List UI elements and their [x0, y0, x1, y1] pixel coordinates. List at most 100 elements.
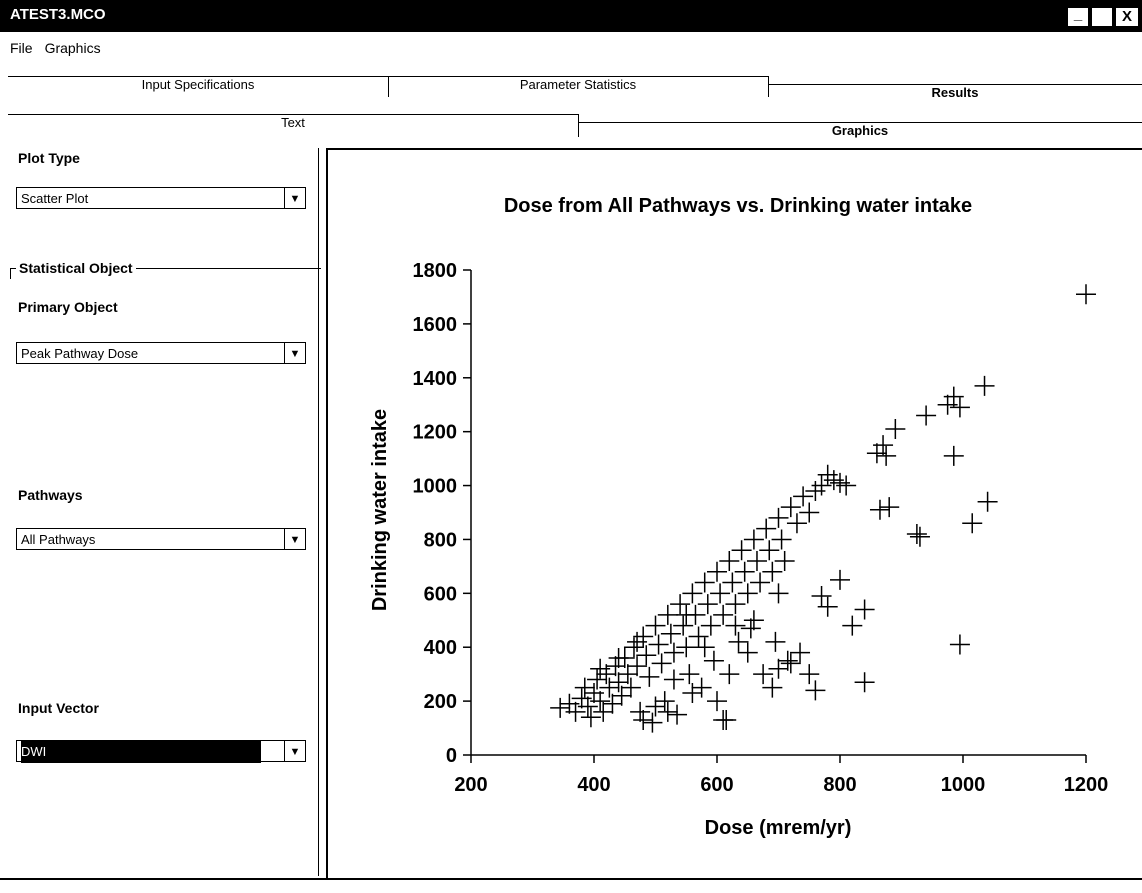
scatter-point	[663, 642, 684, 663]
scatter-point	[602, 693, 623, 714]
scatter-point	[817, 464, 838, 485]
scatter-point	[663, 669, 684, 690]
dropdown-value: DWI	[21, 741, 261, 763]
scatter-point	[786, 513, 807, 534]
y-tick-label: 400	[424, 637, 457, 659]
dropdown[interactable]: Scatter Plot ▼	[16, 187, 306, 209]
maximize-button[interactable]	[1092, 8, 1112, 26]
scatter-point	[768, 583, 789, 604]
scatter-point	[866, 443, 887, 464]
dropdown-value: Peak Pathway Dose	[21, 346, 139, 361]
scatter-point	[762, 561, 783, 582]
scatter-point	[605, 656, 626, 677]
scatter-point	[740, 618, 761, 639]
scatter-point	[977, 491, 998, 512]
scatter-point	[691, 677, 712, 698]
y-tick-label: 800	[424, 529, 457, 551]
scatter-point	[710, 583, 731, 604]
scatter-point	[633, 709, 654, 730]
title-bar: ATEST3.MCO _ X	[0, 0, 1142, 32]
scatter-point	[584, 683, 604, 704]
label: Primary Object	[18, 299, 118, 315]
scatter-point	[676, 637, 697, 658]
scatter-point	[949, 634, 970, 655]
scatter-point	[590, 691, 611, 712]
scatter-point	[830, 472, 850, 493]
scatter-point	[873, 435, 894, 456]
dropdown[interactable]: Peak Pathway Dose ▼	[16, 342, 306, 364]
scatter-point	[630, 701, 651, 722]
scatter-point	[620, 677, 641, 698]
scatter-point	[768, 507, 789, 528]
window-title: ATEST3.MCO	[10, 6, 106, 23]
dropdown-value: Scatter Plot	[21, 191, 89, 206]
scatter-point	[943, 386, 964, 407]
scatter-point	[719, 551, 740, 571]
x-tick-label: 400	[577, 774, 610, 796]
scatter-point	[593, 701, 614, 722]
scatter-point	[608, 648, 629, 668]
scatter-point	[793, 486, 814, 507]
tab-active[interactable]: Results	[768, 84, 1142, 105]
scatter-point	[645, 615, 666, 636]
scatter-point	[830, 569, 850, 590]
scatter-point	[774, 551, 795, 571]
scatter-point	[916, 405, 937, 426]
scatter-point	[623, 637, 644, 658]
scatter-point	[565, 701, 586, 722]
scatter-point	[648, 634, 669, 655]
scatter-point	[596, 664, 617, 685]
scatter-point	[756, 518, 777, 539]
scatter-point	[743, 529, 764, 550]
scatter-point	[559, 693, 580, 714]
scatter-point	[780, 497, 801, 518]
scatter-point	[682, 583, 703, 604]
y-tick-label: 1200	[413, 422, 458, 444]
close-button[interactable]: X	[1116, 8, 1138, 26]
scatter-point	[805, 480, 826, 501]
scatter-point	[642, 712, 663, 733]
y-tick-label: 1800	[413, 260, 458, 282]
tab[interactable]: Text	[8, 114, 579, 137]
scatter-point	[737, 583, 758, 604]
tab[interactable]: Parameter Statistics	[388, 76, 769, 97]
scatter-point	[682, 683, 703, 704]
x-axis-label: Dose (mrem/yr)	[705, 817, 852, 839]
menu-item[interactable]: Graphics	[44, 40, 101, 56]
dropdown[interactable]: All Pathways ▼	[16, 528, 306, 550]
scatter-point	[811, 586, 832, 607]
chart: Dose from All Pathways vs. Drinking wate…	[369, 195, 1108, 839]
x-tick-label: 800	[823, 774, 856, 796]
label: Plot Type	[18, 150, 80, 166]
tab[interactable]: Input Specifications	[8, 76, 389, 97]
scatter-point	[694, 572, 715, 593]
scatter-point	[694, 637, 715, 658]
scatter-point	[746, 551, 767, 571]
scatter-point	[590, 658, 611, 679]
scatter-point	[854, 599, 875, 620]
scatter-point	[700, 615, 721, 636]
scatter-point	[937, 394, 958, 415]
scatter-point	[842, 615, 863, 636]
scatter-point	[790, 642, 811, 663]
scatter-point	[627, 656, 648, 677]
scatter-point	[734, 561, 755, 582]
scatter-point	[854, 672, 875, 693]
scatter-point	[679, 664, 700, 685]
x-tick-label: 600	[700, 774, 733, 796]
scatter-point	[617, 664, 638, 685]
menu-item[interactable]: File	[10, 40, 33, 56]
dropdown[interactable]: DWI ▼	[16, 740, 306, 763]
scatter-point	[713, 604, 734, 625]
scatter-point	[645, 696, 666, 717]
minimize-button[interactable]: _	[1068, 7, 1088, 26]
y-tick-label: 1400	[413, 368, 458, 390]
scatter-point	[906, 524, 927, 545]
scatter-point	[627, 631, 648, 652]
tab-active[interactable]: Graphics	[578, 122, 1142, 145]
scatter-point	[731, 540, 752, 561]
scatter-point	[799, 664, 820, 685]
scatter-point	[599, 677, 620, 698]
scatter-point	[722, 572, 743, 593]
x-tick-label: 1000	[941, 774, 986, 796]
